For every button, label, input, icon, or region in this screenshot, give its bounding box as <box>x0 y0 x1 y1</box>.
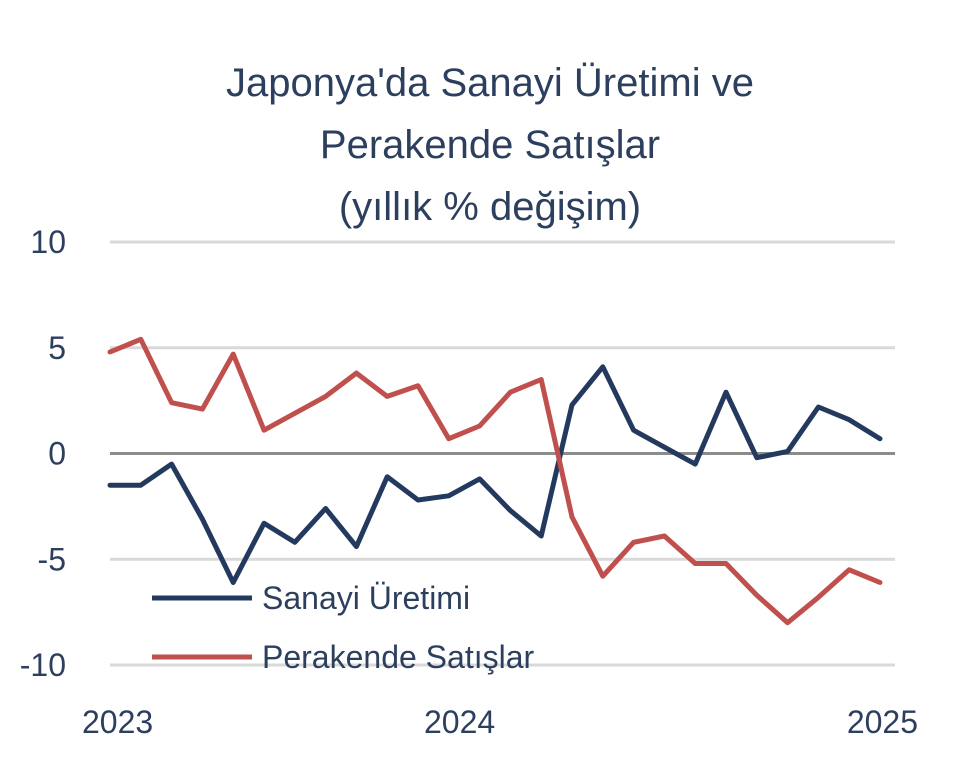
y-tick-label: -5 <box>38 541 66 577</box>
chart-title-line-2: Perakende Satışlar <box>319 123 661 167</box>
series-line <box>107 364 883 585</box>
x-tick-label: 2025 <box>847 704 918 740</box>
x-axis-ticks: 2023 2024 2025 <box>82 704 918 740</box>
x-tick-label: 2024 <box>424 704 495 740</box>
series-line <box>107 336 883 626</box>
y-axis-ticks: 10 5 0 -5 -10 <box>20 224 66 683</box>
legend-label: Perakende Satışlar <box>262 639 535 675</box>
series-lines <box>107 336 883 626</box>
y-tick-label: 5 <box>48 330 66 366</box>
legend-label: Sanayi Üretimi <box>262 580 470 616</box>
x-tick-label: 2023 <box>82 704 153 740</box>
gridlines <box>110 240 895 667</box>
y-tick-label: 10 <box>30 224 66 260</box>
chart-title-line-1: Japonya'da Sanayi Üretimi ve <box>226 61 754 105</box>
chart-title: Japonya'da Sanayi Üretimi ve Perakende S… <box>0 52 960 238</box>
y-tick-label: 0 <box>48 436 66 472</box>
y-tick-label: -10 <box>20 647 66 683</box>
chart-title-line-3: (yıllık % değişim) <box>338 185 642 229</box>
legend: Sanayi Üretimi Perakende Satışlar <box>152 580 535 675</box>
